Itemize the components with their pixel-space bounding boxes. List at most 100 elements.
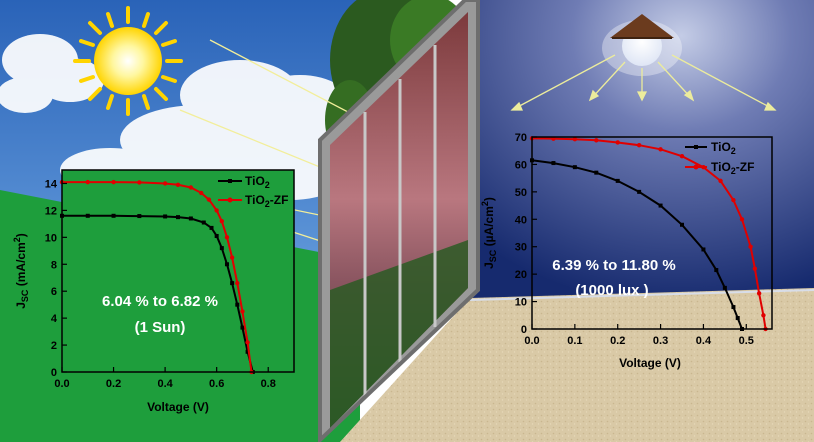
data-point — [240, 325, 245, 330]
data-point — [658, 203, 663, 208]
data-point — [176, 215, 180, 220]
x-tick-label: 0.2 — [106, 378, 121, 390]
efficiency-annotation-line1: 6.04 % to 6.82 % — [102, 293, 218, 310]
data-point — [219, 246, 224, 251]
data-point — [235, 280, 240, 286]
data-point — [756, 291, 762, 296]
lamp-icon — [602, 14, 682, 76]
data-point — [551, 161, 556, 166]
data-point — [735, 316, 740, 321]
data-point — [637, 189, 642, 194]
legend-item-tio2-zf: TiO2-ZF — [245, 193, 288, 209]
window-illustration — [318, 0, 480, 442]
data-point — [731, 197, 736, 203]
legend: TiO2 TiO2-ZF — [218, 174, 288, 209]
legend-item-tio2: TiO2 — [711, 140, 736, 156]
data-point — [188, 185, 194, 190]
room-wall — [465, 0, 814, 300]
y-tick-label: 60 — [515, 159, 527, 171]
data-point — [85, 213, 90, 218]
data-point — [761, 313, 766, 318]
data-point — [137, 180, 142, 185]
plot-frame — [61, 169, 295, 373]
data-point — [615, 178, 620, 183]
data-point — [137, 214, 142, 219]
y-axis-label: JSC (mA/cm2) — [12, 233, 30, 309]
data-point — [679, 154, 685, 159]
x-tick-label: 0.6 — [209, 378, 224, 390]
x-axis-label: Voltage (V) — [147, 400, 209, 414]
data-point — [594, 138, 599, 143]
series-line-tio2 — [531, 159, 743, 330]
y-tick-label: 0 — [51, 367, 57, 379]
data-point — [224, 262, 229, 267]
data-point — [658, 147, 663, 152]
x-axis-label: Voltage (V) — [619, 356, 681, 370]
data-point — [739, 217, 745, 222]
y-tick-label: 50 — [515, 187, 527, 199]
x-tick-label: 0.0 — [524, 335, 539, 347]
data-point — [230, 281, 235, 286]
data-point — [214, 208, 219, 213]
x-tick-label: 0.1 — [567, 335, 582, 347]
y-tick-label: 40 — [515, 214, 527, 226]
y-tick-label: 2 — [51, 340, 57, 352]
y-tick-label: 4 — [51, 313, 58, 325]
data-point — [163, 214, 168, 219]
y-tick-label: 10 — [45, 232, 57, 244]
y-tick-label: 8 — [51, 259, 57, 271]
y-tick-label: 20 — [515, 269, 527, 281]
x-tick-label: 0.4 — [696, 335, 712, 347]
data-point — [748, 244, 753, 249]
data-point — [718, 178, 723, 184]
legend-item-tio2: TiO2 — [245, 174, 270, 190]
data-point — [111, 213, 116, 218]
data-point — [680, 222, 684, 227]
y-tick-label: 14 — [45, 178, 58, 190]
data-point — [572, 136, 578, 142]
y-tick-label: 0 — [521, 324, 527, 336]
y-tick-label: 6 — [51, 286, 57, 298]
data-point — [701, 247, 706, 252]
y-tick-label: 70 — [515, 132, 527, 144]
data-point — [188, 216, 193, 221]
data-point — [229, 255, 235, 260]
data-point — [636, 143, 642, 148]
data-point — [235, 302, 240, 307]
lamp-light-arrows — [510, 54, 777, 111]
legend-item-tio2-zf: TiO2-ZF — [711, 160, 754, 176]
data-point — [85, 179, 90, 185]
legend: TiO2 TiO2-ZF — [685, 140, 754, 176]
sun-icon — [73, 6, 183, 116]
plot-area-background — [62, 170, 294, 372]
data-point — [175, 182, 181, 188]
efficiency-annotation-line2: (1000 lux ) — [575, 282, 648, 299]
data-point — [199, 190, 204, 196]
data-point — [594, 170, 599, 175]
data-point — [714, 268, 719, 273]
data-point — [245, 340, 250, 345]
data-point — [162, 181, 168, 186]
data-point — [572, 165, 577, 170]
x-tick-label: 0.0 — [54, 378, 69, 390]
data-point — [752, 266, 758, 271]
data-point — [209, 225, 214, 230]
data-point — [201, 220, 206, 225]
x-tick-label: 0.4 — [157, 378, 173, 390]
y-tick-label: 12 — [45, 205, 57, 217]
data-point — [615, 140, 620, 145]
room-floor — [340, 288, 814, 442]
efficiency-annotation-line2: (1 Sun) — [135, 319, 186, 336]
x-tick-label: 0.2 — [610, 335, 625, 347]
data-point — [219, 218, 225, 224]
data-point — [111, 179, 116, 185]
data-point — [240, 309, 245, 314]
data-point — [206, 197, 212, 202]
data-point — [245, 349, 250, 354]
data-point — [214, 233, 219, 238]
data-point — [224, 235, 230, 240]
y-tick-label: 10 — [515, 297, 527, 309]
indoor-light-jv-chart: 0.0 0.1 0.2 0.3 0.4 0.5 0 10 20 30 40 50 60 70 Volta… — [480, 132, 773, 370]
